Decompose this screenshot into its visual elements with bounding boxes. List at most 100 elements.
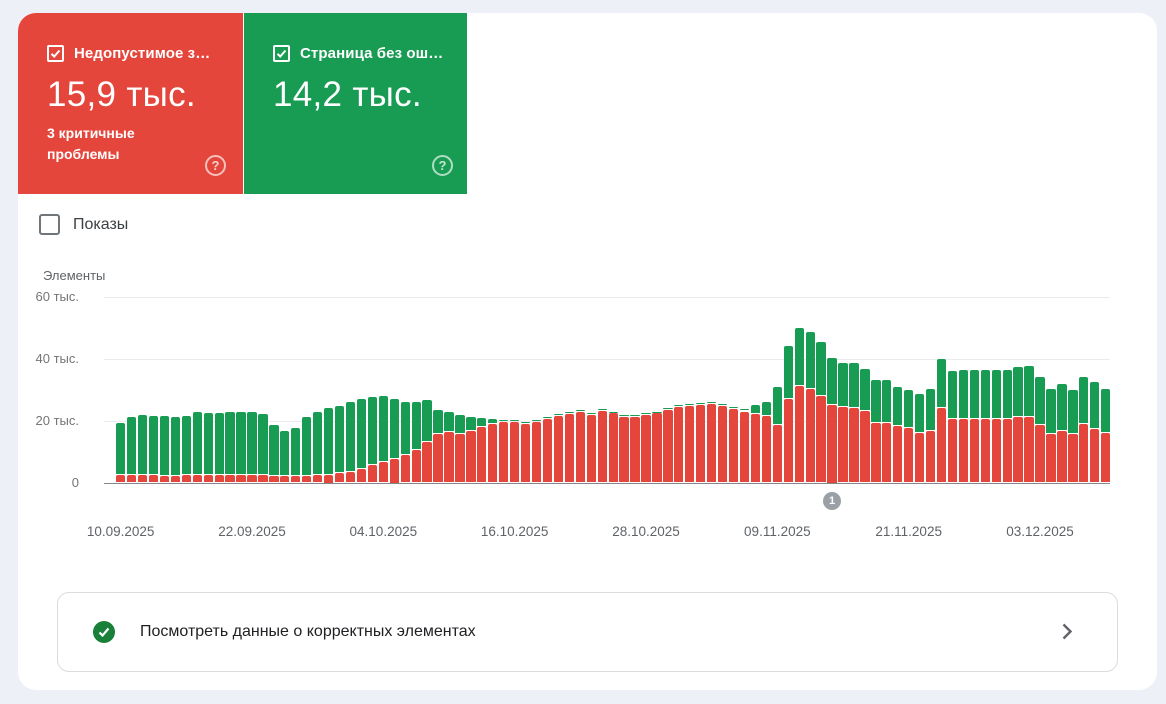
chart-bar-valid-segment[interactable] <box>170 417 181 475</box>
help-icon[interactable]: ? <box>205 155 226 176</box>
chart-bar-error-segment[interactable] <box>389 459 399 483</box>
chart-bar-error-segment[interactable] <box>1024 416 1034 483</box>
valid-series-checkbox[interactable] <box>273 45 290 62</box>
chart-bar-valid-segment[interactable] <box>159 416 170 475</box>
chart-bar-valid-segment[interactable] <box>860 368 870 411</box>
error-series-checkbox[interactable] <box>47 45 64 62</box>
chart-bar-error-segment[interactable] <box>400 454 410 483</box>
chart-bar-error-segment[interactable] <box>116 475 126 483</box>
chart-bar-valid-segment[interactable] <box>148 415 159 475</box>
chart-bar-valid-segment[interactable] <box>520 422 531 423</box>
chart-bar-error-segment[interactable] <box>586 414 596 483</box>
chart-bar-valid-segment[interactable] <box>947 371 958 419</box>
chart-bar-error-segment[interactable] <box>192 475 202 483</box>
chart-bar-error-segment[interactable] <box>630 417 640 483</box>
chart-bar-valid-segment[interactable] <box>488 418 498 423</box>
chart-bar-valid-segment[interactable] <box>378 396 388 462</box>
chart-bar-valid-segment[interactable] <box>619 415 629 417</box>
chart-bar-valid-segment[interactable] <box>313 412 323 475</box>
chart-bar-error-segment[interactable] <box>893 426 903 483</box>
chart-bar-error-segment[interactable] <box>1002 419 1012 483</box>
chart-bar-error-segment[interactable] <box>422 442 432 483</box>
chart-bar-error-segment[interactable] <box>717 405 728 483</box>
chart-bar-error-segment[interactable] <box>367 465 378 483</box>
chart-bar-valid-segment[interactable] <box>1024 365 1034 416</box>
impressions-toggle[interactable]: Показы <box>39 214 128 235</box>
view-valid-items-row[interactable]: Посмотреть данные о корректных элементах <box>57 592 1118 672</box>
chart-bar-valid-segment[interactable] <box>630 415 640 417</box>
chart-bar-valid-segment[interactable] <box>291 428 301 475</box>
chart-bar-error-segment[interactable] <box>520 423 531 483</box>
chart-bar-valid-segment[interactable] <box>1101 388 1111 432</box>
chart-bar-valid-segment[interactable] <box>302 417 312 475</box>
chart-bar-valid-segment[interactable] <box>969 370 979 419</box>
chart-bar-error-segment[interactable] <box>772 425 782 483</box>
chart-bar-valid-segment[interactable] <box>510 420 520 422</box>
chart-annotation-marker[interactable]: 1 <box>823 492 842 510</box>
chart-bar-error-segment[interactable] <box>1057 431 1067 483</box>
chart-bar-valid-segment[interactable] <box>455 414 465 434</box>
chart-bar-valid-segment[interactable] <box>542 417 553 418</box>
chart-bar-error-segment[interactable] <box>805 388 815 483</box>
chart-bar-error-segment[interactable] <box>947 419 958 483</box>
valid-summary-card[interactable]: Страница без ош… 14,2 тыс. ? <box>244 13 467 194</box>
chart-bar-valid-segment[interactable] <box>553 413 564 415</box>
error-summary-card[interactable]: Недопустимое з… 15,9 тыс. 3 критичные пр… <box>18 13 243 194</box>
chart-bar-error-segment[interactable] <box>499 421 509 483</box>
chart-bar-error-segment[interactable] <box>181 475 191 483</box>
chart-bar-error-segment[interactable] <box>838 406 848 483</box>
chart-bar-error-segment[interactable] <box>159 475 170 483</box>
chart-bar-error-segment[interactable] <box>696 404 706 483</box>
chart-bar-valid-segment[interactable] <box>1090 382 1100 429</box>
chart-bar-error-segment[interactable] <box>914 432 925 483</box>
impressions-checkbox[interactable] <box>39 214 60 235</box>
chart-bar-valid-segment[interactable] <box>1057 383 1067 431</box>
chart-bar-error-segment[interactable] <box>1013 416 1023 483</box>
chart-bar-valid-segment[interactable] <box>400 401 410 454</box>
chart-bar-error-segment[interactable] <box>553 415 564 483</box>
chart-bar-valid-segment[interactable] <box>696 402 706 404</box>
chart-bar-error-segment[interactable] <box>148 475 159 483</box>
chart-bar-error-segment[interactable] <box>904 427 914 483</box>
chart-bar-error-segment[interactable] <box>455 434 465 483</box>
chart-bar-error-segment[interactable] <box>1068 433 1078 483</box>
chart-bar-error-segment[interactable] <box>291 475 301 483</box>
chart-bar-error-segment[interactable] <box>1079 424 1089 483</box>
chart-bar-valid-segment[interactable] <box>356 398 367 468</box>
chart-bar-valid-segment[interactable] <box>367 397 378 465</box>
chart-bar-error-segment[interactable] <box>882 422 892 483</box>
chart-bar-error-segment[interactable] <box>958 419 969 483</box>
chart-bar-error-segment[interactable] <box>608 413 618 483</box>
chart-bar-valid-segment[interactable] <box>914 393 925 432</box>
chart-bar-valid-segment[interactable] <box>925 388 936 431</box>
chart-bar-valid-segment[interactable] <box>750 404 761 413</box>
chart-bar-valid-segment[interactable] <box>882 379 892 422</box>
chart-bar-error-segment[interactable] <box>247 475 257 483</box>
chart-bar-error-segment[interactable] <box>816 395 826 483</box>
chart-bar-valid-segment[interactable] <box>203 413 213 475</box>
chart-bar-valid-segment[interactable] <box>794 327 804 386</box>
chart-bar-valid-segment[interactable] <box>1079 377 1089 424</box>
chart-bar-error-segment[interactable] <box>126 475 137 483</box>
chart-bar-valid-segment[interactable] <box>192 412 202 475</box>
chart-bar-valid-segment[interactable] <box>181 415 191 475</box>
chart-bar-valid-segment[interactable] <box>345 402 356 471</box>
chart-bar-valid-segment[interactable] <box>958 370 969 419</box>
chart-bar-error-segment[interactable] <box>345 471 356 483</box>
chart-bar-valid-segment[interactable] <box>323 408 334 474</box>
chart-bar-error-segment[interactable] <box>991 419 1001 483</box>
chart-bar-valid-segment[interactable] <box>772 386 782 425</box>
chart-bar-error-segment[interactable] <box>433 434 443 483</box>
chart-bar-valid-segment[interactable] <box>258 413 268 475</box>
chart-bar-error-segment[interactable] <box>1090 429 1100 483</box>
chart-bar-valid-segment[interactable] <box>739 409 750 411</box>
chart-bar-valid-segment[interactable] <box>466 417 476 430</box>
chart-bar-error-segment[interactable] <box>477 426 487 483</box>
chart-bar-error-segment[interactable] <box>827 405 837 483</box>
chart-bar-valid-segment[interactable] <box>1035 377 1045 425</box>
chart-bar-valid-segment[interactable] <box>575 410 585 412</box>
chart-bar-error-segment[interactable] <box>750 413 761 483</box>
chart-bar-error-segment[interactable] <box>510 422 520 483</box>
chart-bar-error-segment[interactable] <box>411 449 421 483</box>
chart-bar-valid-segment[interactable] <box>717 403 728 405</box>
